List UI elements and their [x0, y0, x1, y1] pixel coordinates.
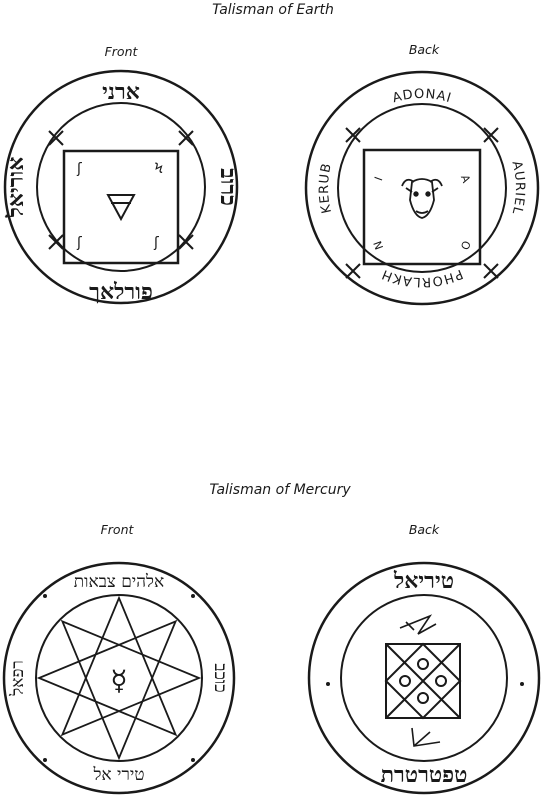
mercury-front-hebrew-top: אלהים צבאות [74, 572, 164, 592]
cross-icon [48, 130, 194, 250]
mercury-title: Talisman of Mercury [209, 482, 351, 498]
bull-head-icon [401, 178, 443, 219]
mercury-back-seal: טיריאל טפטרטרת [307, 561, 541, 795]
earth-title: Talisman of Earth [212, 2, 334, 18]
svg-text:Ϟ: Ϟ [154, 161, 163, 177]
earth-back-ring-left: KERUB [317, 161, 334, 214]
earth-back-label: Back [408, 42, 440, 57]
earth-back-ring-right: AURIEL [509, 159, 527, 216]
earth-front-hebrew-left: אוריאל [3, 157, 29, 219]
earth-front-hebrew-top: ארני [102, 79, 140, 105]
mercury-back-hebrew-bottom: טפטרטרת [381, 762, 468, 788]
corner-letter-o: O [458, 239, 473, 252]
svg-text:ʃ: ʃ [153, 235, 159, 251]
earth-front-seal: ʃ Ϟ ʃ ʃ ארני אוריאל כרוב פורלאך [3, 69, 241, 305]
svg-text:ʃ: ʃ [76, 235, 82, 251]
sigil-icon [399, 614, 437, 635]
earth-front-hebrew-right: כרוב [215, 168, 241, 206]
mercury-symbol-icon: ☿ [110, 664, 127, 697]
mercury-back-label: Back [408, 522, 440, 537]
mercury-front-seal: ☿ אלהים צבאות רפאל כוכב טירי אל [2, 561, 236, 795]
mercury-front-hebrew-left: רפאל [8, 660, 28, 696]
mercury-front-hebrew-bottom: טירי אל [92, 765, 144, 785]
svg-text:AURIEL: AURIEL [509, 159, 528, 216]
mercury-back-hebrew-top: טיריאל [393, 568, 454, 594]
mercury-front-hebrew-right: כוכב [210, 663, 230, 692]
earth-element-icon [106, 194, 136, 222]
svg-text:PHORLAKH: PHORLAKH [379, 266, 465, 289]
mercury-front-label: Front [100, 522, 134, 537]
octagram-icon [36, 595, 202, 761]
earth-front-label: Front [104, 44, 138, 59]
magic-square-icon [384, 642, 462, 720]
earth-back-seal: I A N O ADONAI KERUB AURIEL PHORLAKH [304, 70, 540, 306]
corner-letter-n: N [371, 239, 386, 251]
earth-back-ring-bottom: PHORLAKH [379, 266, 465, 289]
earth-front-hebrew-bottom: פורלאך [89, 279, 153, 305]
dot-marks [43, 594, 195, 762]
svg-text:KERUB: KERUB [317, 161, 335, 214]
cross-icon [345, 127, 499, 279]
svg-text:ʃ: ʃ [76, 161, 82, 177]
corner-letter-a: A [458, 173, 473, 185]
sigil-icon [411, 727, 441, 747]
corner-letter-i: I [372, 175, 385, 183]
